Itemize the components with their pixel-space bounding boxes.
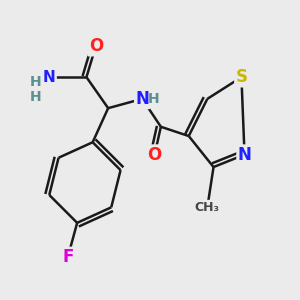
Text: O: O (88, 37, 103, 55)
Text: N: N (43, 70, 56, 85)
Text: H: H (148, 92, 160, 106)
Text: CH₃: CH₃ (195, 201, 220, 214)
Text: N: N (135, 90, 149, 108)
Text: S: S (236, 68, 247, 86)
Text: H: H (29, 90, 41, 104)
Text: O: O (148, 146, 162, 164)
Text: F: F (62, 248, 74, 266)
Text: H: H (29, 75, 41, 89)
Text: N: N (238, 146, 251, 164)
